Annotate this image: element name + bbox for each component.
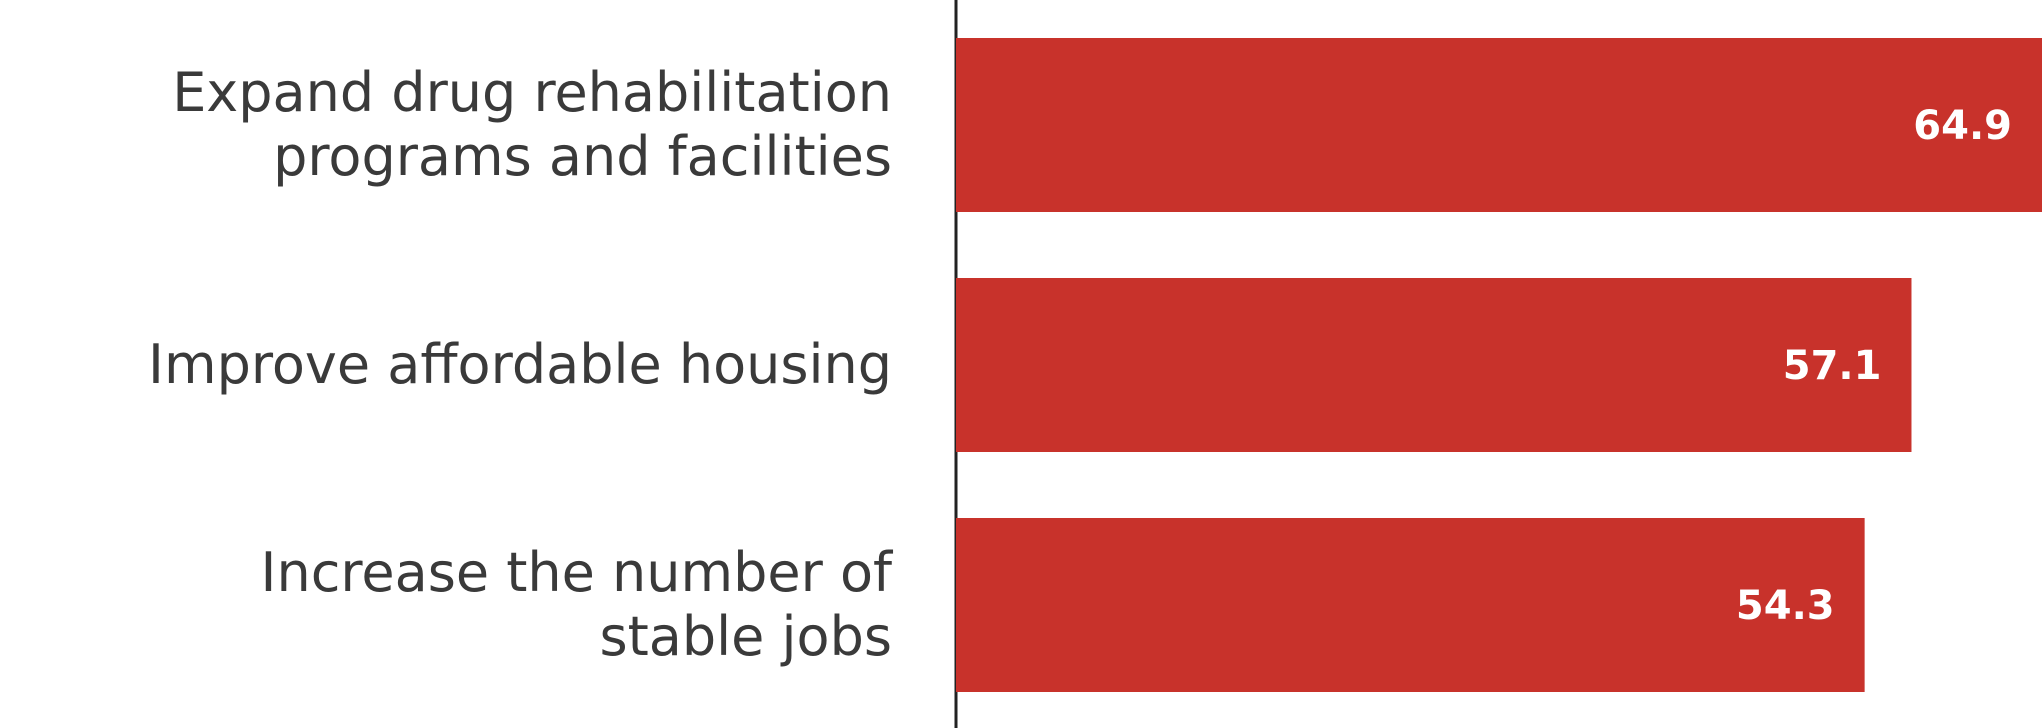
bar-value-label-3: 54.3 — [1736, 583, 1835, 629]
bar-1 — [956, 38, 2042, 212]
category-label-1-line-1: Expand drug rehabilitation — [172, 61, 892, 124]
bars-group: 64.9 57.1 54.3 — [956, 38, 2042, 692]
bar-value-label-2: 57.1 — [1783, 343, 1882, 389]
category-label-2-line-1: Improve affordable housing — [148, 333, 892, 396]
bar-2 — [956, 278, 1912, 452]
category-label-3-line-1: Increase the number of — [261, 541, 894, 604]
category-label-1-line-2: programs and facilities — [273, 125, 892, 188]
category-label-3-line-2: stable jobs — [599, 605, 892, 668]
bar-value-label-1: 64.9 — [1913, 103, 2012, 149]
bar-3 — [956, 518, 1865, 692]
